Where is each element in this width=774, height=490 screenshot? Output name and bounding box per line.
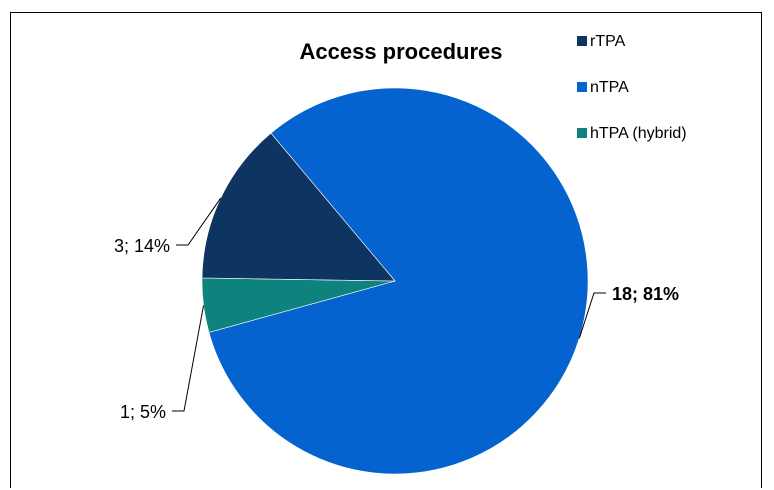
leader-line-rtpa	[176, 197, 222, 246]
pie-slices	[201, 87, 589, 475]
data-labels: 3; 14% 18; 81% 1; 5%	[114, 197, 679, 422]
legend: rTPA nTPA hTPA (hybrid)	[577, 33, 687, 142]
legend-label-rtpa: rTPA	[590, 33, 626, 50]
leader-line-htpa-hybrid	[172, 305, 205, 412]
pie-slice-rtpa	[201, 132, 396, 282]
data-label-rtpa: 3; 14%	[114, 236, 170, 256]
chart-title: Access procedures	[300, 39, 503, 64]
pie-slice-ntpa	[208, 87, 589, 475]
legend-swatch-htpa-hybrid	[577, 128, 587, 138]
data-label-ntpa: 18; 81%	[612, 284, 679, 304]
data-label-htpa-hybrid: 1; 5%	[120, 402, 166, 422]
leader-line-ntpa	[578, 292, 606, 339]
legend-swatch-ntpa	[577, 82, 587, 92]
legend-swatch-rtpa	[577, 36, 587, 46]
legend-label-htpa-hybrid: hTPA (hybrid)	[590, 125, 687, 142]
legend-label-ntpa: nTPA	[590, 79, 629, 96]
